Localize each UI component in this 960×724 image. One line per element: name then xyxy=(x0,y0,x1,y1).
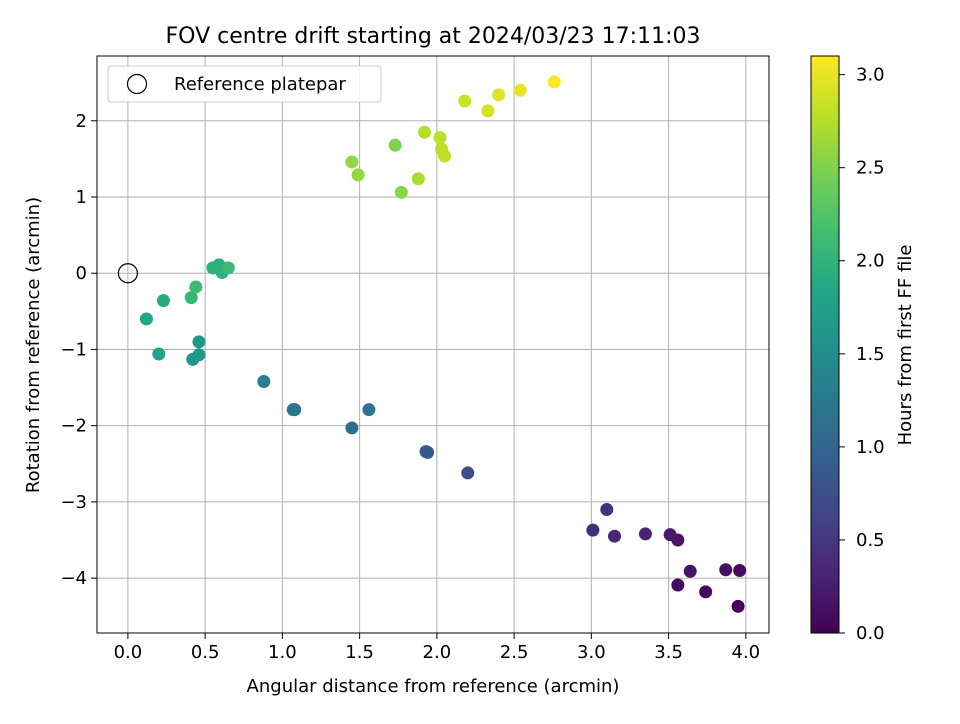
legend: Reference platepar xyxy=(107,65,382,103)
data-point xyxy=(351,168,365,182)
y-tick-label: 2 xyxy=(76,111,87,132)
colorbar-tick-label: 0.0 xyxy=(856,623,885,644)
y-tick-label: −2 xyxy=(60,416,87,437)
data-point xyxy=(638,527,652,541)
data-point xyxy=(189,280,203,294)
y-axis-label: Rotation from reference (arcmin) xyxy=(23,197,44,493)
colorbar-tick-label: 2.5 xyxy=(856,158,885,179)
data-point xyxy=(221,261,235,275)
colorbar-tick-label: 1.0 xyxy=(856,437,885,458)
x-tick-label: 2.0 xyxy=(423,642,452,663)
data-point xyxy=(139,312,153,326)
data-point xyxy=(481,104,495,118)
data-point xyxy=(438,149,452,163)
legend-label-reference: Reference platepar xyxy=(174,74,346,95)
x-tick-label: 3.0 xyxy=(577,642,606,663)
x-tick-label: 4.0 xyxy=(732,642,761,663)
x-tick-label: 0.5 xyxy=(191,642,220,663)
data-point xyxy=(731,599,745,613)
data-point xyxy=(433,131,447,145)
x-tick-label: 1.5 xyxy=(345,642,374,663)
data-point xyxy=(608,529,622,543)
data-point xyxy=(513,83,527,97)
data-point xyxy=(192,335,206,349)
data-point xyxy=(586,523,600,537)
grid xyxy=(97,56,769,633)
x-tick-label: 3.5 xyxy=(654,642,683,663)
x-axis-ticks: 0.0 0.5 1.0 1.5 2.0 2.5 3.0 3.5 4.0 xyxy=(114,633,761,663)
y-tick-label: −3 xyxy=(60,492,87,513)
y-tick-label: 0 xyxy=(76,263,87,284)
data-point xyxy=(362,403,376,417)
legend-box xyxy=(107,65,382,103)
data-point xyxy=(547,75,561,89)
data-point xyxy=(388,138,402,152)
x-tick-label: 1.0 xyxy=(268,642,297,663)
data-point xyxy=(192,348,206,362)
plot-frame xyxy=(96,55,770,634)
x-tick-label: 2.5 xyxy=(500,642,529,663)
colorbar-label: Hours from first FF file xyxy=(895,245,916,446)
data-point xyxy=(288,403,302,417)
y-tick-label: 1 xyxy=(76,187,87,208)
data-point xyxy=(663,528,677,542)
y-tick-label: −1 xyxy=(60,339,87,360)
data-point xyxy=(671,578,685,592)
colorbar-tick-label: 1.5 xyxy=(856,344,885,365)
data-point xyxy=(345,155,359,169)
colorbar-tick-label: 2.0 xyxy=(856,251,885,272)
colorbar-tick-label: 0.5 xyxy=(856,530,885,551)
data-point xyxy=(719,563,733,577)
data-point xyxy=(418,125,432,139)
colorbar-ticks: 0.0 0.5 1.0 1.5 2.0 2.5 3.0 xyxy=(839,65,885,644)
y-tick-label: −4 xyxy=(60,568,87,589)
data-point xyxy=(156,294,170,308)
data-point xyxy=(733,563,747,577)
data-point xyxy=(683,564,697,578)
colorbar: 0.0 0.5 1.0 1.5 2.0 2.5 3.0 Hours from first F… xyxy=(810,55,916,644)
chart-title: FOV centre drift starting at 2024/03/23 … xyxy=(166,24,701,49)
data-point xyxy=(184,291,198,305)
y-axis-ticks: −4 −3 −2 −1 0 1 2 xyxy=(60,111,97,589)
data-point xyxy=(411,172,425,186)
data-point xyxy=(600,503,614,517)
data-point xyxy=(492,88,506,102)
data-point xyxy=(458,94,472,108)
colorbar-frame xyxy=(810,55,840,634)
x-axis-label: Angular distance from reference (arcmin) xyxy=(247,676,620,697)
data-point xyxy=(699,585,713,599)
colorbar-tick-label: 3.0 xyxy=(856,65,885,86)
data-points xyxy=(139,75,747,613)
data-point xyxy=(345,421,359,435)
x-tick-label: 0.0 xyxy=(114,642,143,663)
reference-platepar-marker xyxy=(117,263,138,284)
data-point xyxy=(394,185,408,199)
data-point xyxy=(421,445,435,459)
legend-marker-reference xyxy=(126,73,148,95)
data-point xyxy=(257,374,271,388)
data-point xyxy=(152,347,166,361)
colorbar-gradient xyxy=(811,56,839,633)
data-point xyxy=(461,466,475,480)
